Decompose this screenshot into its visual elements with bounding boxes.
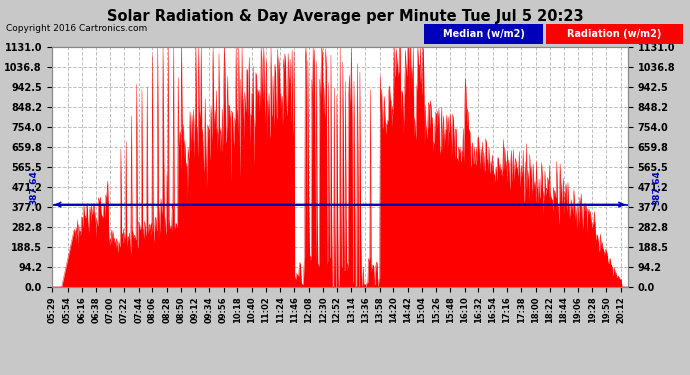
Text: Median (w/m2): Median (w/m2) bbox=[443, 29, 525, 39]
Text: Radiation (w/m2): Radiation (w/m2) bbox=[567, 29, 662, 39]
Text: 387.64: 387.64 bbox=[652, 170, 661, 205]
Text: 387.64: 387.64 bbox=[29, 170, 38, 205]
Bar bbox=[546, 24, 683, 44]
Bar bbox=[424, 24, 544, 44]
Text: Solar Radiation & Day Average per Minute Tue Jul 5 20:23: Solar Radiation & Day Average per Minute… bbox=[107, 9, 583, 24]
Text: Copyright 2016 Cartronics.com: Copyright 2016 Cartronics.com bbox=[6, 24, 147, 33]
